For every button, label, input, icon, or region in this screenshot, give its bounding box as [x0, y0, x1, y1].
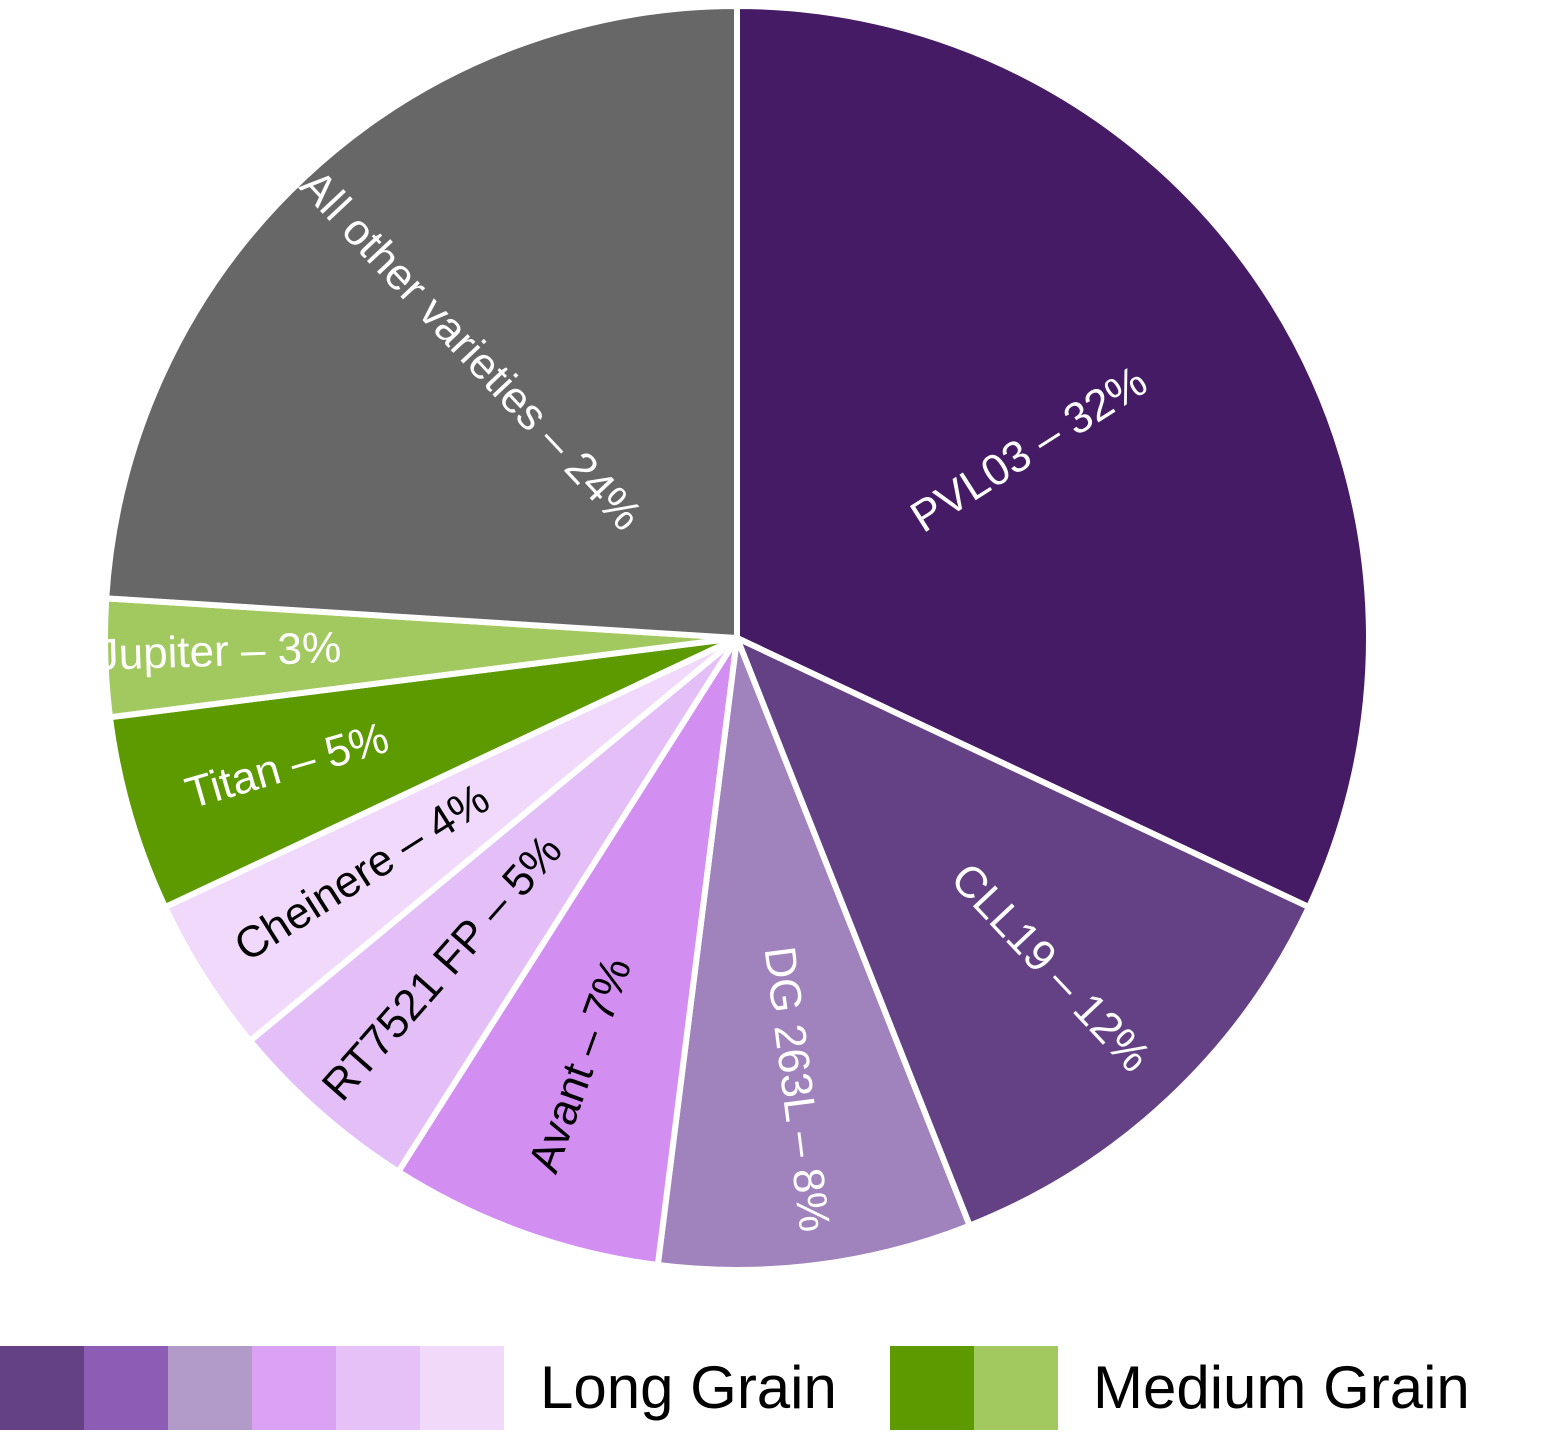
legend-swatch	[336, 1346, 420, 1430]
pie-slices	[102, 3, 1372, 1274]
legend-swatch	[252, 1346, 336, 1430]
pie-slice	[734, 635, 1312, 1229]
pie-slice	[106, 635, 740, 911]
legend-label: Medium Grain	[1093, 1354, 1470, 1421]
legend: Long Grain Medium Grain	[0, 1346, 1470, 1430]
legend-swatch	[890, 1346, 974, 1430]
slice-label: Jupiter – 3%	[96, 623, 342, 680]
pie-slice	[734, 3, 1372, 911]
pie-slice	[103, 3, 740, 641]
legend-swatch	[84, 1346, 168, 1430]
legend-swatch	[974, 1346, 1058, 1430]
pie-slice	[395, 635, 740, 1269]
legend-swatch	[168, 1346, 252, 1430]
legend-swatch	[420, 1346, 504, 1430]
pie-slice	[247, 635, 740, 1175]
pie-slice	[654, 635, 973, 1274]
legend-swatch	[0, 1346, 84, 1430]
legend-label: Long Grain	[540, 1354, 837, 1421]
